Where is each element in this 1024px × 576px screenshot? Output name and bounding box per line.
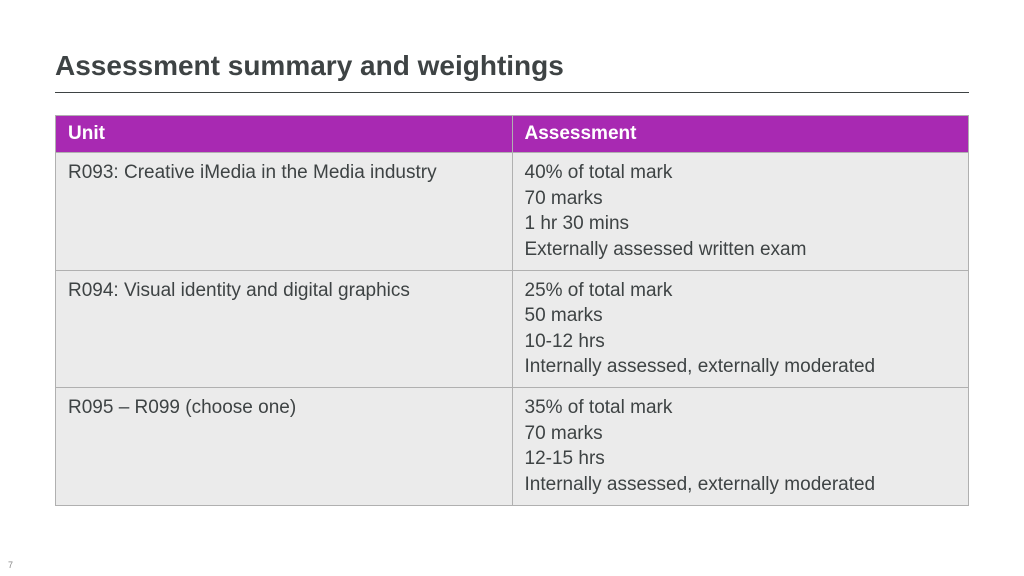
page-number: 7 — [8, 560, 13, 570]
cell-unit: R095 – R099 (choose one) — [56, 388, 513, 506]
cell-assessment: 35% of total mark70 marks12-15 hrsIntern… — [512, 388, 969, 506]
table-row: R094: Visual identity and digital graphi… — [56, 270, 969, 388]
table-row: R093: Creative iMedia in the Media indus… — [56, 153, 969, 271]
cell-assessment: 40% of total mark70 marks1 hr 30 minsExt… — [512, 153, 969, 271]
col-header-assessment: Assessment — [512, 116, 969, 153]
assessment-table: Unit Assessment R093: Creative iMedia in… — [55, 115, 969, 506]
slide-content: Assessment summary and weightings Unit A… — [0, 0, 1024, 506]
cell-unit: R093: Creative iMedia in the Media indus… — [56, 153, 513, 271]
slide-title: Assessment summary and weightings — [55, 50, 969, 92]
col-header-unit: Unit — [56, 116, 513, 153]
cell-assessment: 25% of total mark50 marks10-12 hrsIntern… — [512, 270, 969, 388]
table-row: R095 – R099 (choose one)35% of total mar… — [56, 388, 969, 506]
table-body: R093: Creative iMedia in the Media indus… — [56, 153, 969, 506]
table-header-row: Unit Assessment — [56, 116, 969, 153]
title-rule — [55, 92, 969, 93]
cell-unit: R094: Visual identity and digital graphi… — [56, 270, 513, 388]
